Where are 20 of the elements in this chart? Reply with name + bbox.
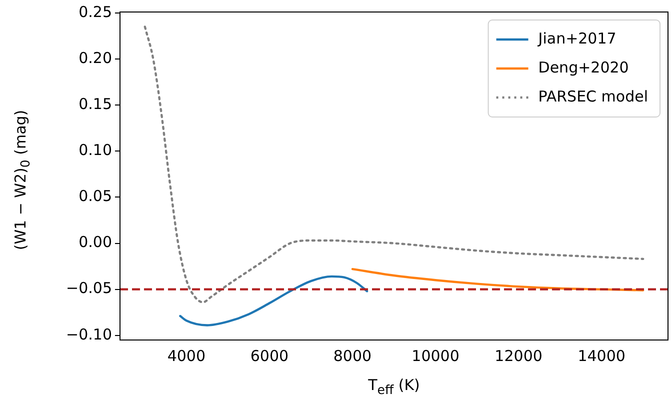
x-tick-label: 6000 — [250, 346, 289, 365]
x-tick-label: 4000 — [167, 346, 206, 365]
legend-label: PARSEC model — [538, 87, 648, 106]
x-tick-label: 10000 — [412, 346, 460, 365]
y-tick-label: 0.25 — [78, 2, 112, 21]
y-tick-label: −0.05 — [66, 279, 112, 298]
legend-label: Jian+2017 — [537, 29, 616, 48]
x-tick-label: 12000 — [494, 346, 542, 365]
x-tick-label: 14000 — [578, 346, 626, 365]
y-tick-label: 0.00 — [78, 233, 112, 252]
line-series — [179, 275, 368, 326]
x-axis-title: T$_{eff}$ (K) — [367, 376, 421, 397]
y-tick-label: 0.15 — [78, 94, 112, 113]
y-tick-label: 0.05 — [78, 187, 112, 206]
y-tick-label: 0.20 — [78, 48, 112, 67]
legend-label: Deng+2020 — [538, 58, 629, 76]
y-tick-label: −0.10 — [66, 325, 112, 344]
y-tick-label: 0.10 — [78, 141, 112, 160]
x-tick-label: 8000 — [333, 346, 372, 365]
line-series — [351, 268, 644, 292]
